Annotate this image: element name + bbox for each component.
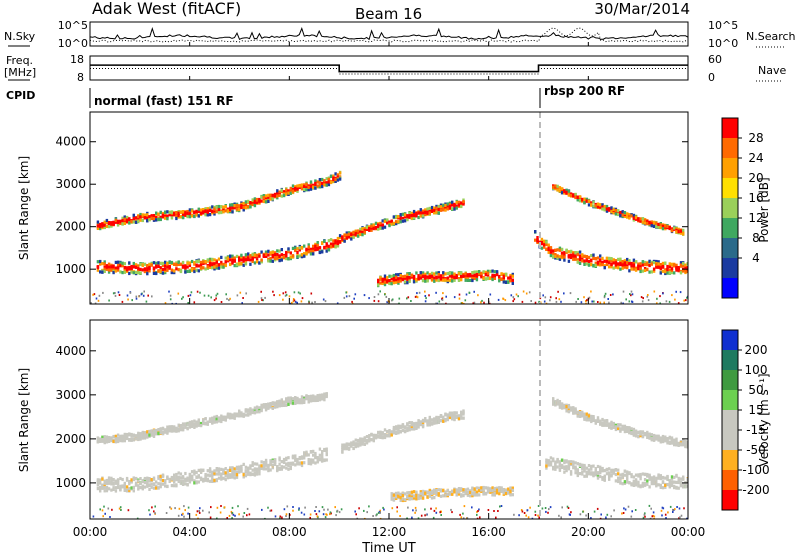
band-post-band bbox=[545, 456, 688, 490]
velocity-y-axis: 1000 2000 3000 4000 bbox=[55, 344, 688, 490]
colorbar-swatch bbox=[722, 258, 738, 279]
velocity-colorbar-title: Velocity [m s⁻¹] bbox=[757, 373, 771, 466]
noise-right-tick-top: 10^5 bbox=[708, 19, 738, 32]
colorbar-swatch bbox=[722, 238, 738, 259]
cpid-label: CPID bbox=[6, 89, 35, 102]
power-colorbar: 28 24 20 16 12 8 4 bbox=[721, 117, 764, 299]
power-colorbar-title: Power [dB] bbox=[757, 177, 771, 242]
nave-series bbox=[90, 67, 688, 75]
freq-label: Freq. bbox=[6, 54, 33, 67]
nave-tick-bottom: 0 bbox=[708, 71, 715, 84]
noise-search-label: N.Search bbox=[746, 30, 796, 43]
x-tick-label: 00:00 bbox=[73, 525, 108, 539]
band-post-upper bbox=[552, 184, 685, 236]
band-upper-band bbox=[96, 392, 328, 445]
colorbar-tick-label: 100 bbox=[745, 363, 768, 377]
y-tick-label: 2000 bbox=[55, 432, 86, 446]
y-tick-label: 2000 bbox=[55, 220, 86, 234]
speckle-noise bbox=[92, 504, 688, 519]
x-tick-label: 00:00 bbox=[671, 525, 706, 539]
colorbar-swatch bbox=[722, 490, 738, 511]
band-lower-band bbox=[96, 447, 328, 493]
colorbar-swatch bbox=[722, 350, 738, 371]
date-label: 30/Mar/2014 bbox=[594, 0, 690, 18]
colorbar-swatch bbox=[722, 370, 738, 391]
power-ylabel: Slant Range [km] bbox=[17, 156, 31, 260]
colorbar-tick-label: -200 bbox=[742, 483, 769, 497]
beam-label: Beam 16 bbox=[355, 5, 422, 23]
band-upper-band bbox=[96, 170, 342, 231]
freq-tick-bottom: 8 bbox=[77, 71, 84, 84]
noise-sky-series bbox=[89, 26, 689, 41]
colorbar-tick-label: 20 bbox=[748, 171, 763, 185]
band-post-upper bbox=[552, 397, 688, 449]
colorbar-swatch bbox=[722, 138, 738, 159]
colorbar-swatch bbox=[722, 198, 738, 219]
colorbar-tick-label: 15 bbox=[748, 403, 763, 417]
y-tick-label: 3000 bbox=[55, 388, 86, 402]
noise-left-tick-bottom: 10^0 bbox=[58, 37, 88, 50]
velocity-ylabel: Slant Range [km] bbox=[17, 368, 31, 472]
noise-search-series bbox=[89, 27, 689, 43]
colorbar-swatch bbox=[722, 430, 738, 451]
colorbar-tick-label: 12 bbox=[748, 211, 763, 225]
velocity-colorbar: 200 100 50 15 -15 -50 -100 -200 bbox=[721, 329, 770, 511]
band-lower-band bbox=[96, 234, 342, 276]
radar-title: Adak West (fitACF) bbox=[92, 0, 241, 18]
x-tick-label: 20:00 bbox=[571, 525, 606, 539]
noise-left-tick-top: 10^5 bbox=[58, 19, 88, 32]
colorbar-tick-label: -15 bbox=[746, 423, 766, 437]
band-near-band bbox=[377, 269, 514, 288]
colorbar-swatch bbox=[722, 278, 738, 299]
colorbar-swatch bbox=[722, 410, 738, 431]
nave-label: Nave bbox=[758, 64, 786, 77]
colorbar-tick-label: 24 bbox=[748, 151, 763, 165]
colorbar-swatch bbox=[722, 330, 738, 351]
y-tick-label: 4000 bbox=[55, 344, 86, 358]
band-mid-band bbox=[341, 198, 465, 243]
noise-sky-label: N.Sky bbox=[4, 30, 36, 43]
colorbar-swatch bbox=[722, 390, 738, 411]
x-tick-label: 12:00 bbox=[372, 525, 407, 539]
speckle-noise bbox=[90, 290, 688, 304]
frequency-series bbox=[90, 64, 688, 73]
colorbar-swatch bbox=[722, 158, 738, 179]
colorbar-tick-label: 200 bbox=[745, 343, 768, 357]
x-axis-label: Time UT bbox=[361, 541, 415, 554]
velocity-heatmap bbox=[90, 320, 688, 519]
y-tick-label: 1000 bbox=[55, 476, 86, 490]
freq-unit-label: [MHz] bbox=[4, 66, 36, 79]
colorbar-swatch bbox=[722, 178, 738, 199]
colorbar-swatch bbox=[722, 470, 738, 491]
colorbar-swatch bbox=[722, 218, 738, 239]
colorbar-tick-label: 8 bbox=[752, 231, 760, 245]
colorbar-tick-label: -50 bbox=[746, 443, 766, 457]
power-heatmap bbox=[90, 112, 688, 304]
colorbar-swatch bbox=[722, 450, 738, 471]
y-tick-label: 1000 bbox=[55, 262, 86, 276]
freq-tick-top: 18 bbox=[70, 53, 84, 66]
cpid-segment-2: rbsp 200 RF bbox=[544, 84, 625, 98]
band-near-band bbox=[390, 485, 514, 503]
time-x-axis: 00:00 04:00 08:00 12:00 16:00 20:00 00:00 bbox=[73, 42, 706, 539]
band-mid-band bbox=[341, 409, 465, 454]
colorbar-tick-label: -100 bbox=[742, 463, 769, 477]
noise-right-tick-bottom: 10^0 bbox=[708, 37, 738, 50]
y-tick-label: 3000 bbox=[55, 177, 86, 191]
x-tick-label: 08:00 bbox=[272, 525, 307, 539]
colorbar-tick-label: 50 bbox=[748, 383, 763, 397]
colorbar-tick-label: 4 bbox=[752, 251, 760, 265]
x-tick-label: 16:00 bbox=[471, 525, 506, 539]
power-y-axis: 1000 2000 3000 4000 bbox=[55, 135, 688, 276]
nave-tick-top: 60 bbox=[708, 53, 722, 66]
x-tick-label: 04:00 bbox=[172, 525, 207, 539]
colorbar-tick-label: 28 bbox=[748, 131, 763, 145]
y-tick-label: 4000 bbox=[55, 135, 86, 149]
colorbar-tick-label: 16 bbox=[748, 191, 763, 205]
colorbar-swatch bbox=[722, 118, 738, 139]
cpid-segment-1: normal (fast) 151 RF bbox=[94, 94, 234, 108]
